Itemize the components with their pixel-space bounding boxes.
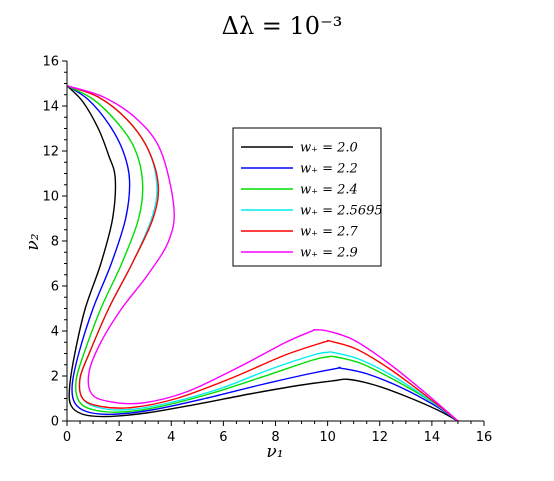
legend-label-4: w₊ = 2.7 [300,225,359,240]
x-tick-label: 14 [424,430,441,445]
legend-label-5: w₊ = 2.9 [300,246,358,261]
y-tick-label: 8 [51,235,59,250]
x-tick-label: 0 [63,430,71,445]
series-line-2 [66,85,459,422]
y-axis-title: ν₂ [23,233,43,250]
series-line-0 [66,85,459,422]
legend-label-2: w₊ = 2.4 [300,183,358,198]
x-tick-label: 2 [115,430,123,445]
y-tick-label: 0 [51,415,59,430]
x-tick-label: 12 [371,430,388,445]
legend-label-3: w₊ = 2.5695 [300,204,383,219]
axes [62,60,485,426]
x-tick-label: 10 [319,430,336,445]
legend: w₊ = 2.0 w₊ = 2.2 w₊ = 2.4 w₊ = 2.5695 w₊ = … [232,127,383,267]
y-tick-label: 14 [42,100,59,115]
series-line-4 [66,85,459,422]
chart-title: Δλ = 10⁻³ [222,12,343,40]
x-tick-label: 4 [167,430,175,445]
series-line-1 [66,85,459,422]
series-line-5 [66,85,459,422]
legend-label-1: w₊ = 2.2 [300,162,358,177]
legend-entries: w₊ = 2.0 w₊ = 2.2 w₊ = 2.4 w₊ = 2.5695 w₊ = … [241,141,383,261]
tick-labels: 0 2 4 6 8 10 12 14 16 0 2 4 6 8 10 12 14 16 [42,55,492,446]
x-tick-label: 8 [271,430,279,445]
series-layer [66,85,459,422]
legend-box [232,127,382,267]
y-tick-label: 10 [42,190,59,205]
x-axis-title: ν₁ [266,442,283,462]
y-tick-label: 2 [51,370,59,385]
x-tick-label: 16 [476,430,493,445]
y-tick-label: 16 [42,55,59,70]
x-tick-label: 6 [219,430,227,445]
y-tick-label: 4 [51,325,59,340]
legend-label-0: w₊ = 2.0 [300,141,358,156]
y-tick-label: 6 [51,280,59,295]
y-tick-label: 12 [42,145,59,160]
series-line-3 [66,85,459,422]
